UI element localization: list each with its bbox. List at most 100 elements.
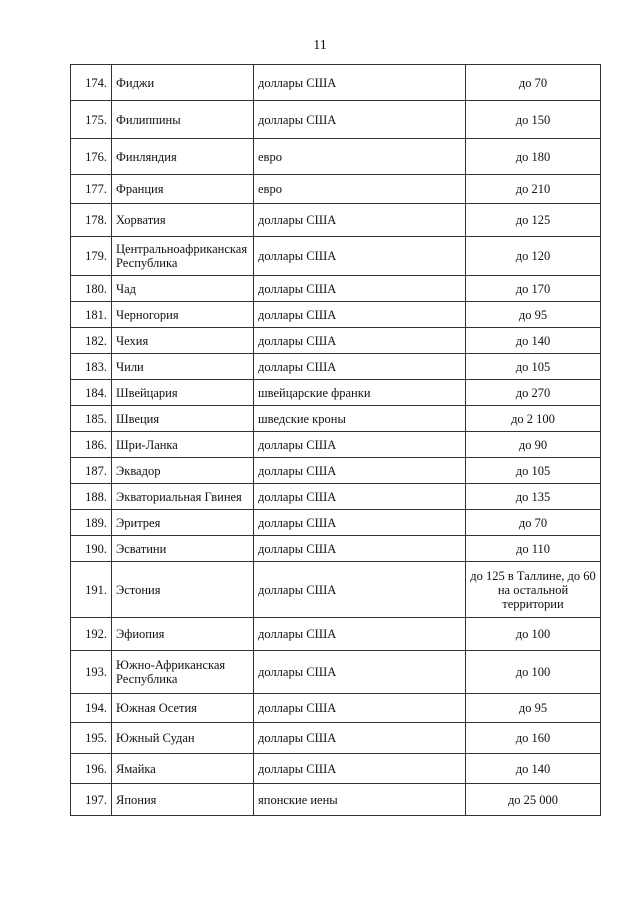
currency: швейцарские франки — [253, 379, 466, 406]
currency: доллары США — [253, 753, 466, 784]
currency: доллары США — [253, 301, 466, 328]
country-name: Центральноафриканская Республика — [111, 236, 254, 276]
country-name: Хорватия — [111, 203, 254, 237]
amount-limit: до 150 — [465, 100, 601, 139]
row-number: 197. — [70, 783, 112, 816]
country-name: Франция — [111, 174, 254, 204]
amount-limit: до 125 в Таллине, до 60 на остальной тер… — [465, 561, 601, 618]
row-number: 184. — [70, 379, 112, 406]
page-number: 11 — [313, 38, 327, 53]
row-number: 185. — [70, 405, 112, 432]
row-number: 194. — [70, 693, 112, 723]
currency: доллары США — [253, 722, 466, 754]
row-number: 176. — [70, 138, 112, 175]
currency: доллары США — [253, 100, 466, 139]
amount-limit: до 105 — [465, 457, 601, 484]
table-row: 181. Черногория доллары США до 95 — [70, 301, 601, 328]
country-name: Эстония — [111, 561, 254, 618]
amount-limit: до 180 — [465, 138, 601, 175]
currency: доллары США — [253, 327, 466, 354]
currency: доллары США — [253, 236, 466, 276]
amount-limit: до 105 — [465, 353, 601, 380]
table-row: 182. Чехия доллары США до 140 — [70, 327, 601, 354]
country-name: Южный Судан — [111, 722, 254, 754]
row-number: 190. — [70, 535, 112, 562]
table-row: 192. Эфиопия доллары США до 100 — [70, 617, 601, 651]
row-number: 196. — [70, 753, 112, 784]
currency: доллары США — [253, 64, 466, 101]
country-name: Южно-Африканская Республика — [111, 650, 254, 694]
amount-limit: до 140 — [465, 753, 601, 784]
country-name: Эквадор — [111, 457, 254, 484]
table-row: 196. Ямайка доллары США до 140 — [70, 753, 601, 784]
country-name: Чад — [111, 275, 254, 302]
row-number: 189. — [70, 509, 112, 536]
amount-limit: до 270 — [465, 379, 601, 406]
amount-limit: до 160 — [465, 722, 601, 754]
table-row: 175. Филиппины доллары США до 150 — [70, 100, 601, 139]
country-name: Шри-Ланка — [111, 431, 254, 458]
amount-limit: до 100 — [465, 650, 601, 694]
table-row: 195. Южный Судан доллары США до 160 — [70, 722, 601, 754]
table-row: 189. Эритрея доллары США до 70 — [70, 509, 601, 536]
currency: шведские кроны — [253, 405, 466, 432]
amount-limit: до 210 — [465, 174, 601, 204]
row-number: 192. — [70, 617, 112, 651]
amount-limit: до 125 — [465, 203, 601, 237]
currency: евро — [253, 138, 466, 175]
currency: доллары США — [253, 693, 466, 723]
amount-limit: до 90 — [465, 431, 601, 458]
table-row: 186. Шри-Ланка доллары США до 90 — [70, 431, 601, 458]
currency: доллары США — [253, 431, 466, 458]
table-row: 179. Центральноафриканская Республика долл… — [70, 236, 601, 276]
table-row: 184. Швейцария швейцарские франки до 270 — [70, 379, 601, 406]
table-row: 180. Чад доллары США до 170 — [70, 275, 601, 302]
amount-limit: до 100 — [465, 617, 601, 651]
country-name: Швейцария — [111, 379, 254, 406]
row-number: 191. — [70, 561, 112, 618]
currency: доллары США — [253, 203, 466, 237]
amount-limit: до 95 — [465, 693, 601, 723]
row-number: 181. — [70, 301, 112, 328]
table-row: 187. Эквадор доллары США до 105 — [70, 457, 601, 484]
table-row: 191. Эстония доллары США до 125 в Таллине, … — [70, 561, 601, 618]
currency: доллары США — [253, 483, 466, 510]
amount-limit: до 140 — [465, 327, 601, 354]
table-row: 176. Финляндия евро до 180 — [70, 138, 601, 175]
row-number: 178. — [70, 203, 112, 237]
amount-limit: до 25 000 — [465, 783, 601, 816]
table-row: 190. Эсватини доллары США до 110 — [70, 535, 601, 562]
row-number: 183. — [70, 353, 112, 380]
row-number: 186. — [70, 431, 112, 458]
amount-limit: до 120 — [465, 236, 601, 276]
amount-limit: до 70 — [465, 509, 601, 536]
row-number: 177. — [70, 174, 112, 204]
currency: евро — [253, 174, 466, 204]
row-number: 187. — [70, 457, 112, 484]
country-name: Эсватини — [111, 535, 254, 562]
row-number: 179. — [70, 236, 112, 276]
amount-limit: до 135 — [465, 483, 601, 510]
country-name: Швеция — [111, 405, 254, 432]
row-number: 193. — [70, 650, 112, 694]
amount-limit: до 2 100 — [465, 405, 601, 432]
country-name: Чили — [111, 353, 254, 380]
row-number: 175. — [70, 100, 112, 139]
currency: доллары США — [253, 275, 466, 302]
currency: доллары США — [253, 561, 466, 618]
table-row: 178. Хорватия доллары США до 125 — [70, 203, 601, 237]
table-row: 188. Экваториальная Гвинея доллары США до 1… — [70, 483, 601, 510]
country-name: Чехия — [111, 327, 254, 354]
table-row: 194. Южная Осетия доллары США до 95 — [70, 693, 601, 723]
currency: доллары США — [253, 650, 466, 694]
amount-limit: до 95 — [465, 301, 601, 328]
country-name: Япония — [111, 783, 254, 816]
currency: доллары США — [253, 617, 466, 651]
country-name: Южная Осетия — [111, 693, 254, 723]
row-number: 174. — [70, 64, 112, 101]
country-name: Финляндия — [111, 138, 254, 175]
currency: доллары США — [253, 353, 466, 380]
country-name: Ямайка — [111, 753, 254, 784]
table-row: 193. Южно-Африканская Республика доллары С… — [70, 650, 601, 694]
currency: доллары США — [253, 535, 466, 562]
